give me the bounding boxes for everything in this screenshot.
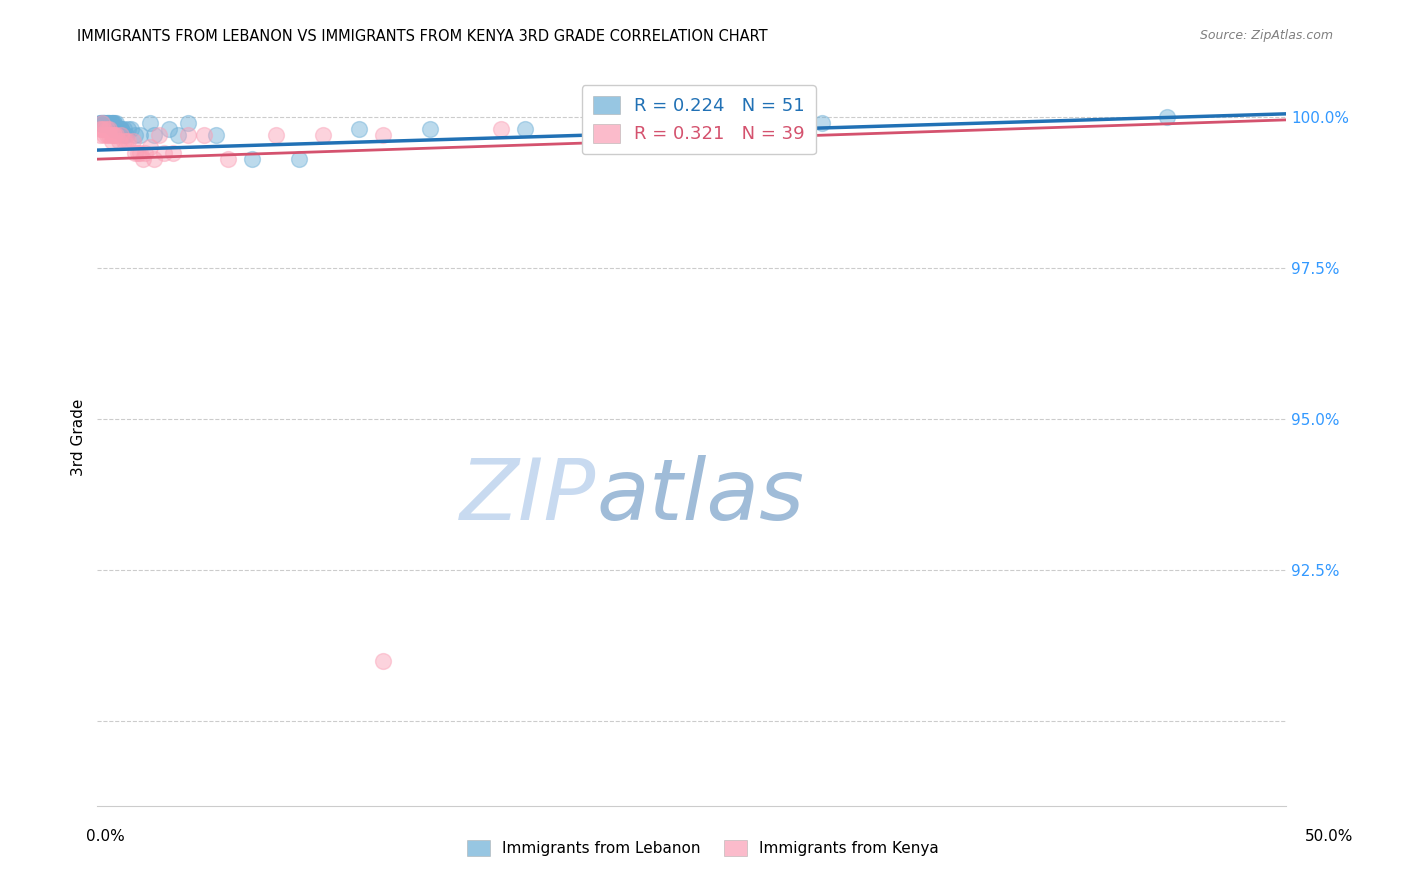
Point [127,146,149,161]
Point [112,122,135,136]
Point [240,152,263,166]
Point [91,116,114,130]
Point [117,134,139,148]
Point [371,128,394,142]
Point [103,128,125,142]
Legend: R = 0.224   N = 51, R = 0.321   N = 39: R = 0.224 N = 51, R = 0.321 N = 39 [582,85,815,154]
Point [120,122,142,136]
Point [162,146,184,161]
Point [100,116,122,130]
Point [96,116,118,130]
Point [91,116,114,130]
Point [176,128,198,142]
Point [110,122,132,136]
Point [100,116,122,130]
Text: atlas: atlas [596,455,804,538]
Point [148,128,170,142]
Point [98,116,121,130]
Text: IMMIGRANTS FROM LEBANON VS IMMIGRANTS FROM KENYA 3RD GRADE CORRELATION CHART: IMMIGRANTS FROM LEBANON VS IMMIGRANTS FR… [77,29,768,44]
Point [93,116,115,130]
Point [157,122,180,136]
Point [100,134,122,148]
Y-axis label: 3rd Grade: 3rd Grade [72,399,86,475]
Point [124,128,146,142]
Point [115,128,138,142]
Point [98,122,121,136]
Legend: Immigrants from Lebanon, Immigrants from Kenya: Immigrants from Lebanon, Immigrants from… [461,834,945,862]
Point [112,128,135,142]
Point [103,116,125,130]
Point [129,128,152,142]
Point [491,122,513,136]
Point [89,116,111,130]
Point [117,122,139,136]
Point [100,116,122,130]
Point [91,116,114,130]
Point [93,116,115,130]
Point [371,654,394,668]
Text: 0.0%: 0.0% [86,830,125,844]
Point [91,122,114,136]
Point [96,116,118,130]
Point [205,128,228,142]
Point [122,134,145,148]
Point [91,116,114,130]
Point [312,128,335,142]
Point [93,116,115,130]
Text: 50.0%: 50.0% [1305,830,1353,844]
Point [105,122,128,136]
Point [103,128,125,142]
Point [89,116,111,130]
Point [96,128,118,142]
Point [138,140,160,154]
Point [100,128,122,142]
Point [515,122,537,136]
Text: Source: ZipAtlas.com: Source: ZipAtlas.com [1199,29,1333,42]
Point [143,128,166,142]
Point [153,146,176,161]
Point [609,122,631,136]
Point [176,116,198,130]
Point [96,116,118,130]
Point [112,134,135,148]
Point [93,116,115,130]
Point [110,128,132,142]
Point [288,152,311,166]
Point [98,128,121,142]
Point [264,128,287,142]
Point [89,122,111,136]
Point [167,128,190,142]
Point [138,116,160,130]
Point [107,134,129,148]
Point [93,128,115,142]
Point [131,152,153,166]
Point [110,122,132,136]
Point [98,116,121,130]
Point [103,116,125,130]
Point [134,146,156,161]
Point [103,122,125,136]
Point [419,122,441,136]
Point [93,122,115,136]
Point [105,122,128,136]
Point [124,146,146,161]
Point [96,122,118,136]
Point [103,122,125,136]
Point [193,128,215,142]
Point [89,128,111,142]
Point [98,116,121,130]
Point [107,122,129,136]
Text: ZIP: ZIP [460,455,596,538]
Point [110,122,132,136]
Point [107,122,129,136]
Point [347,122,370,136]
Point [105,128,128,142]
Point [811,116,834,130]
Point [143,152,166,166]
Point [115,134,138,148]
Point [1156,110,1178,124]
Point [105,116,128,130]
Point [217,152,239,166]
Point [129,146,152,161]
